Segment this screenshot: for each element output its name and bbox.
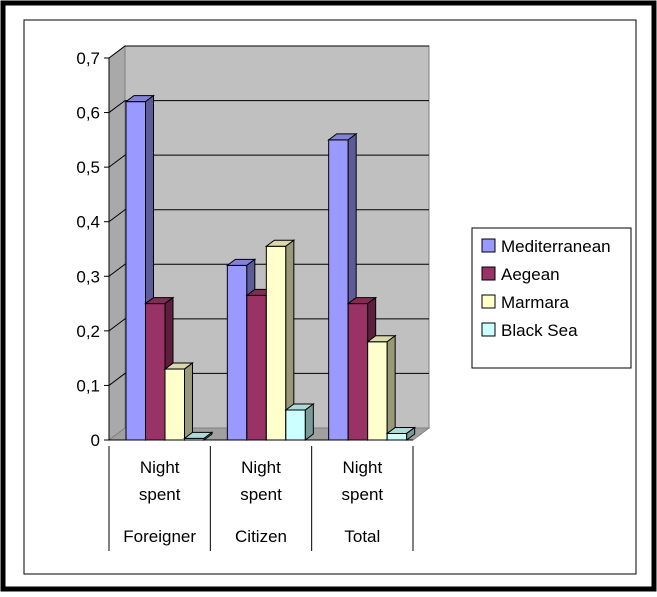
bar-front <box>164 368 185 441</box>
bar-side <box>203 431 213 441</box>
y-tick-label: 0,7 <box>76 49 100 68</box>
bar <box>264 239 296 441</box>
bar-front <box>285 409 306 441</box>
plot-side-wall <box>108 45 126 441</box>
x-category-label: Total <box>344 527 380 546</box>
bar-front <box>328 139 349 441</box>
x-category-label: spent <box>139 485 181 504</box>
gridline <box>108 154 429 168</box>
legend-label: Black Sea <box>501 321 578 340</box>
legend-label: Mediterranean <box>501 237 611 256</box>
y-tick-label: 0,4 <box>76 213 100 232</box>
bar <box>385 426 417 441</box>
bar-side <box>304 402 314 441</box>
legend-label: Marmara <box>501 293 570 312</box>
bar-side <box>184 362 193 441</box>
gridline <box>108 45 429 59</box>
bar-front <box>265 245 287 441</box>
legend-swatch <box>481 322 496 337</box>
y-tick-label: 0,2 <box>76 322 100 341</box>
y-tick-label: 0 <box>91 431 100 450</box>
bar-front <box>367 341 388 441</box>
legend-swatch <box>481 238 496 253</box>
bar-front <box>145 303 166 441</box>
bar <box>163 362 194 441</box>
y-tick-label: 0,6 <box>76 104 100 123</box>
x-category-label: Night <box>342 458 382 477</box>
x-category-label: Night <box>140 458 180 477</box>
x-category-label: Citizen <box>235 527 287 546</box>
bar-side <box>406 426 416 441</box>
y-tick-label: 0,5 <box>76 158 100 177</box>
bar-front <box>347 303 369 441</box>
gridline <box>108 209 429 223</box>
legend-swatch <box>481 294 496 309</box>
bar <box>284 402 315 441</box>
bar-front <box>125 101 146 441</box>
legend-label: Aegean <box>501 265 560 284</box>
bar-front <box>246 294 267 441</box>
gridline <box>108 318 429 332</box>
bar-side <box>386 334 396 441</box>
gridline <box>108 372 429 386</box>
x-category-label: Foreigner <box>123 527 196 546</box>
bar <box>183 431 214 441</box>
gridline <box>108 100 429 113</box>
bar <box>366 334 397 441</box>
y-tick-label: 0,1 <box>76 376 100 395</box>
legend-swatch <box>481 266 496 281</box>
bar-front <box>226 264 248 441</box>
bar-front <box>386 432 408 441</box>
y-tick-label: 0,3 <box>76 267 100 286</box>
gridline <box>108 263 429 277</box>
x-category-label: Night <box>241 458 281 477</box>
legend <box>471 227 632 369</box>
x-category-label: spent <box>240 485 282 504</box>
bar <box>327 132 358 441</box>
x-category-label: spent <box>342 485 384 504</box>
